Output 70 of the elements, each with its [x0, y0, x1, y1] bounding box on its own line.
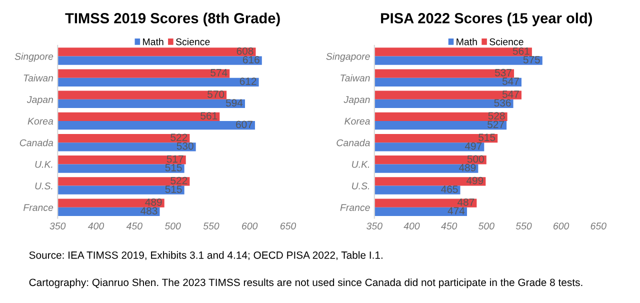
data-label: 608: [236, 47, 254, 55]
data-label: 594: [226, 99, 243, 107]
data-label: 575: [523, 56, 540, 64]
x-tick-label: 650: [280, 222, 296, 230]
y-tick-label: France: [340, 204, 370, 211]
data-label: 515: [165, 186, 182, 193]
y-tick-label: U.K.: [352, 161, 370, 168]
text: Cartography: Qianruo Shen. The 2023 TIMSS results are not used since Canada did not participate in the Grade 8 tests.: [29, 278, 582, 288]
y-tick-label: Korea: [28, 118, 54, 125]
y-tick-label: U.S.: [352, 182, 370, 190]
data-label: 574: [210, 69, 228, 76]
y-tick-label: U.K.: [35, 161, 52, 168]
x-tick-label: 550: [516, 222, 532, 230]
y-tick-label: U.S.: [35, 182, 52, 190]
x-tick-label: 600: [242, 222, 258, 230]
x-tick-label: 600: [554, 222, 570, 230]
data-label: 530: [176, 142, 194, 150]
data-label: 522: [170, 176, 188, 184]
data-label: 537: [495, 68, 512, 76]
data-label: 474: [448, 207, 465, 214]
x-tick-label: 450: [441, 222, 458, 230]
data-label: 536: [494, 99, 511, 107]
chart-title: TIMSS 2019 Scores (8th Grade): [65, 12, 280, 26]
x-tick-label: 450: [126, 222, 142, 230]
data-label: 547: [502, 90, 519, 98]
data-label: 547: [502, 78, 519, 85]
data-label: 607: [236, 120, 252, 128]
data-label: 517: [166, 155, 184, 163]
source-note: Source: IEA TIMSS 2019, Exhibits 3.1 and 4.14; OECD PISA 2022, Table I.1.: [29, 251, 382, 260]
x-tick-label: 650: [590, 222, 606, 230]
x-tick-label: 350: [366, 222, 382, 230]
x-tick-label: 500: [164, 222, 181, 230]
x-tick-label: 400: [88, 222, 104, 230]
data-label: 500: [467, 155, 484, 163]
data-label: 561: [200, 112, 218, 120]
data-label: 570: [208, 90, 224, 98]
y-tick-label: Japan: [26, 96, 53, 105]
data-label: 497: [464, 142, 482, 150]
x-tick-label: 550: [203, 222, 220, 230]
data-label: 489: [458, 164, 476, 172]
y-tick-label: Singpore: [14, 52, 54, 62]
legend-label: Science: [176, 38, 210, 46]
data-label: 483: [140, 207, 158, 214]
y-tick-label: Taiwan: [24, 74, 53, 82]
data-label: 499: [466, 176, 484, 184]
x-tick-label: 400: [404, 222, 420, 230]
x-tick-label: 500: [478, 222, 494, 230]
y-tick-label: Taiwan: [340, 74, 370, 82]
x-tick-label: 350: [50, 222, 66, 230]
y-tick-label: France: [23, 204, 54, 211]
data-label: 487: [457, 198, 474, 206]
data-label: 489: [145, 198, 162, 206]
y-tick-label: Singapore: [326, 52, 370, 62]
legend-label: Math: [456, 38, 477, 46]
y-tick-label: Korea: [344, 118, 370, 125]
y-tick-label: Canada: [20, 139, 54, 146]
data-label: 561: [512, 47, 530, 55]
data-label: 527: [488, 120, 504, 128]
legend-label: Science: [490, 38, 524, 46]
chart-title: PISA 2022 Scores (15 year old): [381, 12, 592, 26]
data-label: 465: [441, 186, 458, 193]
data-label: 616: [242, 56, 260, 64]
legend-label: Math: [143, 38, 164, 46]
y-tick-label: Japan: [344, 96, 370, 105]
y-tick-label: Canada: [336, 139, 370, 146]
data-label: 515: [478, 134, 496, 142]
data-label: 515: [165, 164, 182, 172]
data-label: 522: [170, 134, 188, 142]
data-label: 528: [488, 112, 505, 120]
data-label: 612: [240, 78, 256, 85]
